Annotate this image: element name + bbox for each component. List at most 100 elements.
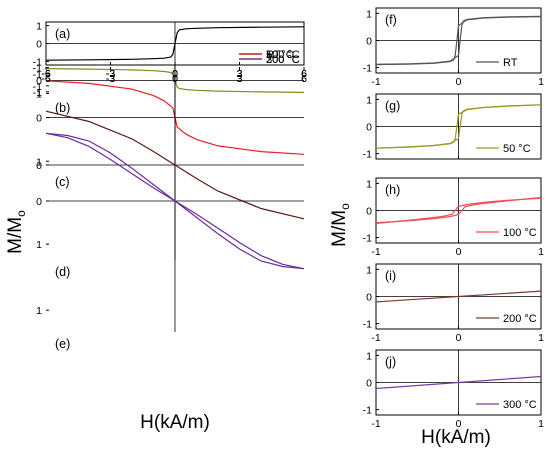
x-tick-label: 3 (237, 68, 243, 80)
panel-h: -1 0 1 -1 0 1 (h) 100 °C (363, 177, 544, 258)
right-xlabel: H(kA/m) (421, 427, 491, 448)
y-tick-label: -1 (363, 319, 372, 331)
x-tick-label: 1 (538, 418, 544, 430)
x-tick-label: -6 (41, 73, 50, 85)
right-ylabel-main: M/M (329, 210, 350, 247)
y-tick-label: 0 (366, 292, 372, 304)
x-tick-label: 0 (456, 246, 462, 258)
panel-label: (a) (55, 27, 70, 41)
x-tick-label: 3 (237, 68, 243, 80)
y-tick-label: 0 (366, 378, 372, 390)
legend-label: RT (503, 57, 518, 69)
x-tick-label: -3 (106, 73, 115, 85)
series-line-2 (45, 132, 305, 270)
panel-g: -1 0 1 (g) 50 °C (363, 93, 542, 161)
legend-label: 50 °C (503, 143, 531, 155)
legend-label: 200 °C (266, 54, 300, 66)
y-tick-label: 1 (366, 94, 372, 106)
legend-label: 300 °C (503, 399, 537, 411)
y-tick-label: 1 (36, 88, 42, 100)
legend-label: 200 °C (503, 313, 537, 325)
x-tick-label: 6 (301, 68, 307, 80)
x-tick-label: 1 (538, 76, 544, 88)
y-tick-label: -1 (363, 63, 372, 75)
left-ylabel-main: M/M (5, 217, 26, 254)
x-tick-label: -1 (371, 418, 380, 430)
y-tick-label: 0 (366, 206, 372, 218)
right-ylabel: M/Mo (329, 203, 352, 247)
y-tick-label: 0 (366, 122, 372, 134)
panel-label: (d) (55, 265, 70, 279)
panel-j: -1 0 1 -1 0 1 (j) 300 °C (363, 349, 544, 430)
y-tick-label: -1 (363, 149, 372, 161)
series-line-1 (375, 375, 542, 390)
legend-label: RT (266, 49, 281, 61)
x-tick-label: 1 (538, 246, 544, 258)
legend-label: 100 °C (266, 49, 300, 61)
legend-label: 50 °C (266, 49, 294, 61)
y-tick-label: 0 (36, 76, 42, 88)
panel-label: (h) (385, 183, 400, 197)
panel-label: (g) (385, 99, 400, 113)
y-tick-label: 1 (366, 264, 372, 276)
x-tick-label: 0 (456, 332, 462, 344)
series-line-1 (45, 26, 305, 61)
x-tick-label: -3 (106, 68, 115, 80)
y-tick-label: 1 (36, 21, 42, 33)
series-line-1 (375, 290, 542, 303)
series-line-2 (375, 197, 542, 225)
y-tick-label: 1 (36, 156, 42, 168)
panel-e: -101-6 -3 0 3 6(e)300 °C (33, 54, 307, 351)
x-tick-label: -6 (41, 68, 50, 80)
x-tick-label: 0 (172, 73, 178, 85)
y-tick-label: 0 (366, 36, 372, 48)
y-tick-label: -1 (33, 56, 42, 68)
series-line-2 (375, 16, 542, 66)
panel-i: -1 0 1 -1 0 1 (i) 200 °C (363, 263, 544, 344)
y-tick-label: -1 (33, 69, 42, 81)
y-tick-label: 1 (366, 178, 372, 190)
x-tick-label: 3 (237, 68, 243, 80)
panel-label: (j) (385, 355, 396, 369)
series-line-2 (375, 104, 542, 149)
x-tick-label: 6 (301, 73, 307, 85)
y-tick-label: 1 (36, 305, 42, 317)
x-tick-label: 1 (538, 332, 544, 344)
panel-label: (e) (55, 337, 70, 351)
legend-label: 300 °C (266, 54, 300, 66)
panel-label: (b) (55, 101, 70, 115)
x-tick-label: -1 (371, 332, 380, 344)
x-tick-label: -3 (106, 68, 115, 80)
x-tick-label: 6 (301, 68, 307, 80)
x-tick-label: -1 (371, 246, 380, 258)
x-tick-label: 3 (237, 73, 243, 85)
y-tick-label: 0 (36, 39, 42, 51)
y-tick-label: 1 (366, 8, 372, 20)
left-ylabel: M/Mo (5, 210, 28, 254)
x-tick-label: -3 (106, 68, 115, 80)
y-tick-label: 1 (36, 239, 42, 251)
x-tick-label: 6 (301, 68, 307, 80)
x-tick-label: 3 (237, 73, 243, 85)
y-tick-label: 0 (36, 160, 42, 172)
y-tick-label: -1 (33, 81, 42, 93)
series-line-1 (375, 196, 542, 224)
y-tick-label: -1 (363, 405, 372, 417)
x-tick-label: 6 (301, 73, 307, 85)
y-tick-label: 0 (36, 113, 42, 125)
panel-f: -1 0 1 -1 0 1 (f) RT (363, 7, 544, 88)
y-tick-label: 1 (366, 350, 372, 362)
y-tick-label: -1 (363, 233, 372, 245)
y-tick-label: -1 (33, 63, 42, 75)
left-xlabel: H(kA/m) (140, 412, 210, 433)
x-tick-label: -3 (106, 73, 115, 85)
panel-label: (c) (55, 175, 70, 189)
legend-label: 100 °C (503, 227, 537, 239)
y-tick-label: 0 (36, 196, 42, 208)
panel-label: (f) (385, 13, 397, 27)
panel-label: (i) (385, 269, 396, 283)
